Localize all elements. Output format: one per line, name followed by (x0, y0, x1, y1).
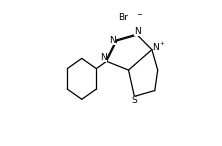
Text: N: N (109, 36, 116, 45)
Text: N: N (100, 53, 107, 62)
Text: +: + (160, 41, 165, 46)
Text: −: − (136, 12, 142, 18)
Text: S: S (131, 96, 137, 105)
Text: Br: Br (118, 13, 128, 22)
Text: N: N (153, 42, 159, 52)
Text: N: N (134, 27, 141, 36)
